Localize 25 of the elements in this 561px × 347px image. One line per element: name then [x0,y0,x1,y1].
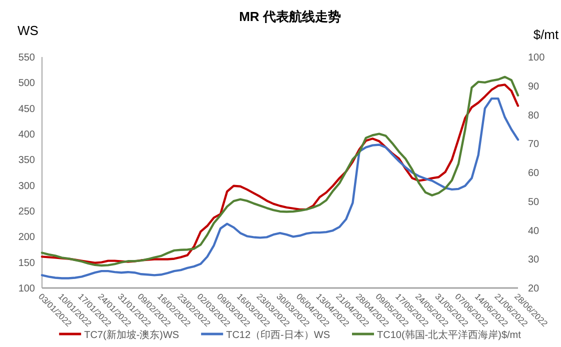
ytick: 550 [18,52,35,64]
ytick: 250 [18,206,35,218]
legend-label: TC12（印西-日本）WS [226,329,330,341]
ytick: 400 [18,130,35,140]
y2tick: 60 [528,168,540,179]
ytick: 300 [18,180,35,192]
y2tick: 40 [528,226,540,237]
ytick: 150 [18,258,35,269]
legend-label: TC7(新加坡-澳东)WS [84,329,180,341]
ytick: 350 [18,155,35,166]
title: MR 代表航线走势 [239,9,341,24]
y2tick: 100 [528,52,545,64]
ytick: 500 [18,78,35,90]
ytick: 200 [18,232,35,244]
y2label: $/mt [533,27,559,42]
legend-label: TC10(韩国-北太平洋西海岸)$/mt [377,329,522,341]
y2tick: 80 [528,110,540,122]
ylabel: WS [18,23,38,38]
y2tick: 20 [528,284,540,294]
y2tick: 90 [528,81,540,92]
y2tick: 70 [528,139,540,150]
y2tick: 30 [528,254,540,266]
y2tick: 50 [528,196,540,208]
ytick: 450 [18,104,35,115]
ytick: 100 [18,284,35,294]
